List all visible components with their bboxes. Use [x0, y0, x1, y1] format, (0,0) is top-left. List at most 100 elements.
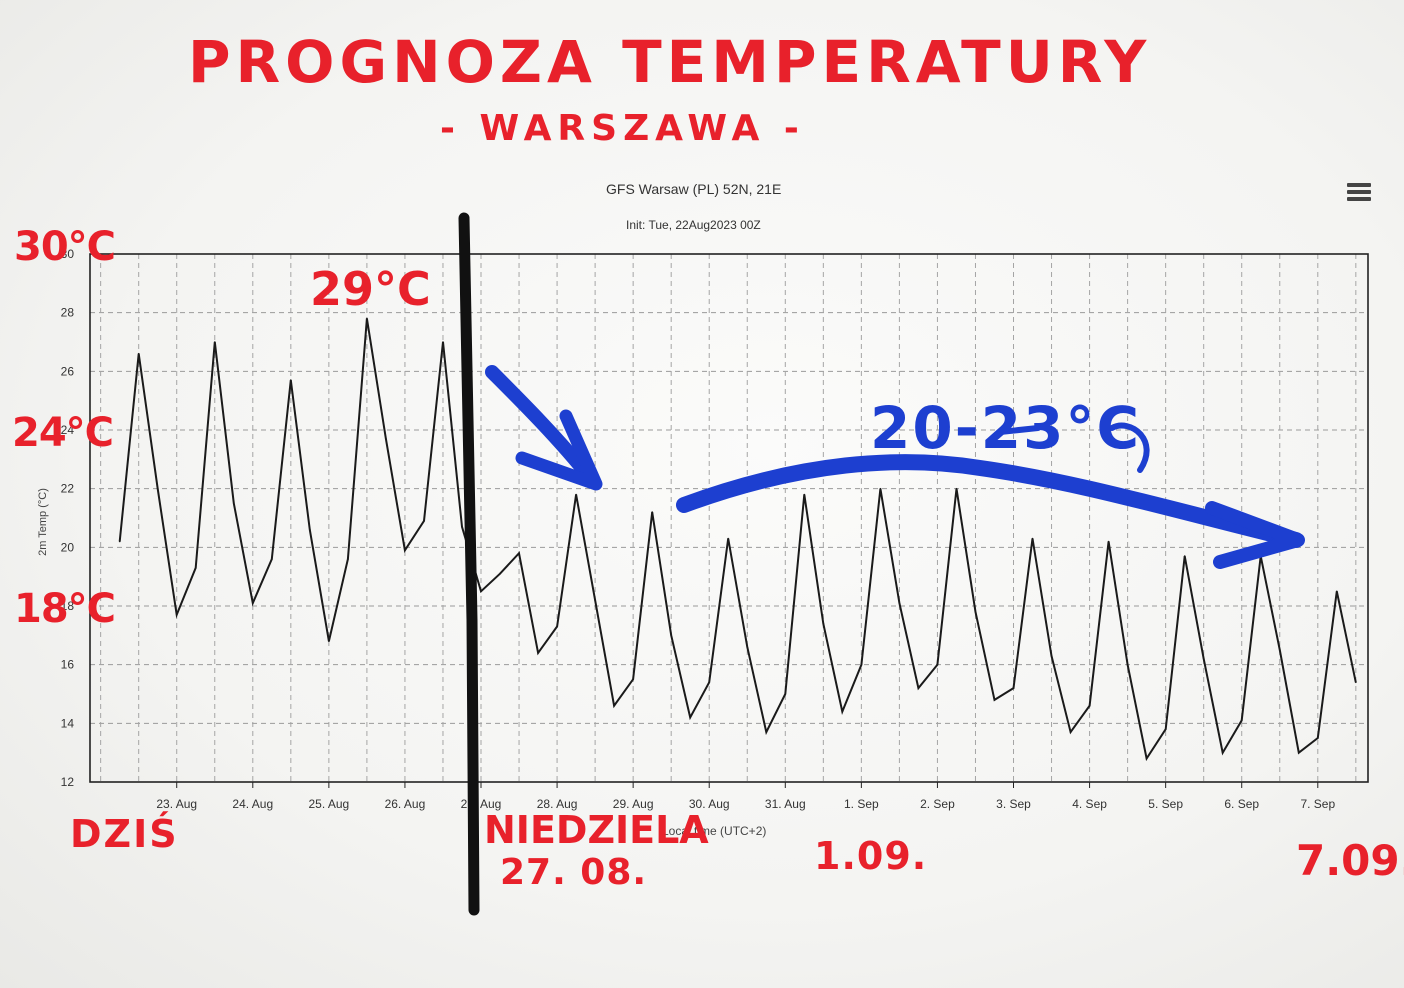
- x-tick-label: 28. Aug: [537, 797, 578, 811]
- data-point: [461, 526, 463, 528]
- blue-underline-scribble: [997, 422, 1150, 473]
- x-tick-label: 29. Aug: [613, 797, 654, 811]
- today-divider-line: [458, 212, 480, 916]
- y-18-annotation: 18°C: [14, 586, 116, 632]
- data-point: [537, 652, 539, 654]
- data-point: [1107, 540, 1110, 543]
- data-point: [898, 602, 901, 604]
- blue-arrow-down: [485, 365, 597, 485]
- data-point: [1088, 704, 1091, 707]
- data-point: [347, 558, 349, 560]
- data-point: [1279, 649, 1281, 651]
- data-point: [670, 634, 672, 637]
- data-point: [175, 614, 178, 616]
- data-point: [1164, 728, 1167, 730]
- data-point: [290, 379, 292, 381]
- data-point: [822, 622, 825, 625]
- chart-title: GFS Warsaw (PL) 52N, 21E: [606, 181, 782, 197]
- data-point: [1317, 737, 1319, 739]
- data-point: [993, 699, 996, 701]
- data-point: [955, 487, 958, 490]
- data-point: [936, 663, 939, 666]
- data-point: [233, 502, 235, 505]
- data-point: [1298, 751, 1300, 754]
- sunday-annotation-line2: 27. 08.: [500, 852, 648, 893]
- data-point: [156, 487, 159, 490]
- data-point: [404, 549, 406, 552]
- data-point: [974, 611, 977, 613]
- blue-arrowhead-down: [515, 409, 603, 491]
- plot-frame: [89, 253, 1369, 783]
- peak-annotation: 29°C: [310, 262, 431, 316]
- data-point: [689, 716, 691, 719]
- data-point: [385, 438, 387, 440]
- data-point: [1202, 658, 1205, 660]
- y-axis-label: 2m Temp (°C): [37, 488, 49, 556]
- sunday-annotation-line1: NIEDZIELA: [484, 808, 709, 852]
- data-point: [860, 663, 863, 666]
- data-point: [784, 693, 787, 695]
- data-point: [423, 520, 425, 522]
- data-points: [118, 317, 1357, 760]
- y-30-annotation: 30°C: [14, 224, 116, 270]
- data-point: [1336, 590, 1338, 593]
- chart-subtitle: Init: Tue, 22Aug2023 00Z: [626, 218, 761, 232]
- data-point: [841, 710, 844, 713]
- data-point: [879, 487, 882, 490]
- y-tick-label: 14: [61, 716, 75, 730]
- data-point: [271, 558, 273, 560]
- range-annotation: 20-23°C: [870, 394, 1142, 462]
- y-tick-label: 26: [61, 364, 75, 378]
- data-point: [765, 731, 768, 733]
- y-tick-label: 30: [61, 247, 75, 261]
- data-point: [328, 640, 330, 642]
- data-point: [1221, 751, 1224, 754]
- data-point: [252, 602, 254, 604]
- data-point: [613, 704, 615, 707]
- y-tick-label: 22: [61, 482, 75, 496]
- x-tick-label: 25. Aug: [309, 797, 350, 811]
- hamburger-menu-icon[interactable]: [1347, 183, 1371, 209]
- y-tick-label: 24: [61, 423, 75, 437]
- x-tick-labels: 23. Aug 24. Aug 25. Aug 26. Aug 27. Aug 28. A…: [156, 782, 1335, 811]
- x-axis-label: Local time (UTC+2): [662, 824, 767, 838]
- x-tick-label: 31. Aug: [765, 797, 806, 811]
- subtitle-annotation: - WARSZAWA -: [440, 108, 805, 149]
- x-tick-label: 6. Sep: [1224, 797, 1259, 811]
- data-point: [214, 341, 216, 343]
- data-point: [917, 687, 920, 689]
- data-point: [442, 341, 444, 343]
- data-point: [309, 528, 311, 531]
- x-tick-label: 30. Aug: [689, 797, 730, 811]
- y-tick-labels: 12 14 16 18 20 22 24 26 28 30: [61, 247, 75, 789]
- data-point: [746, 646, 749, 648]
- sep1-annotation: 1.09.: [814, 834, 928, 878]
- data-point: [556, 625, 558, 628]
- sep7-annotation: 7.09.: [1296, 836, 1404, 885]
- data-point: [1069, 731, 1072, 733]
- data-point: [1031, 537, 1034, 540]
- today-annotation: DZIŚ: [70, 812, 179, 856]
- y-tick-label: 16: [61, 658, 75, 672]
- x-tick-label: 24. Aug: [232, 797, 273, 811]
- y-tick-label: 18: [61, 599, 75, 613]
- y-tick-label: 12: [61, 775, 75, 789]
- data-point: [708, 681, 710, 684]
- data-point: [499, 572, 501, 575]
- y-24-annotation: 24°C: [12, 410, 114, 456]
- data-point: [594, 599, 596, 601]
- data-point: [1012, 687, 1015, 689]
- temperature-series-line: [118, 318, 1357, 762]
- x-tick-label: 5. Sep: [1148, 797, 1183, 811]
- data-point: [1126, 663, 1129, 666]
- data-point: [366, 317, 368, 320]
- x-tick-label: 26. Aug: [385, 797, 426, 811]
- data-point: [137, 352, 140, 355]
- x-tick-label: 23. Aug: [156, 797, 197, 811]
- data-point: [518, 552, 520, 554]
- data-point: [1050, 655, 1053, 657]
- data-point: [803, 493, 806, 496]
- data-point: [118, 540, 121, 543]
- x-tick-label: 4. Sep: [1072, 797, 1107, 811]
